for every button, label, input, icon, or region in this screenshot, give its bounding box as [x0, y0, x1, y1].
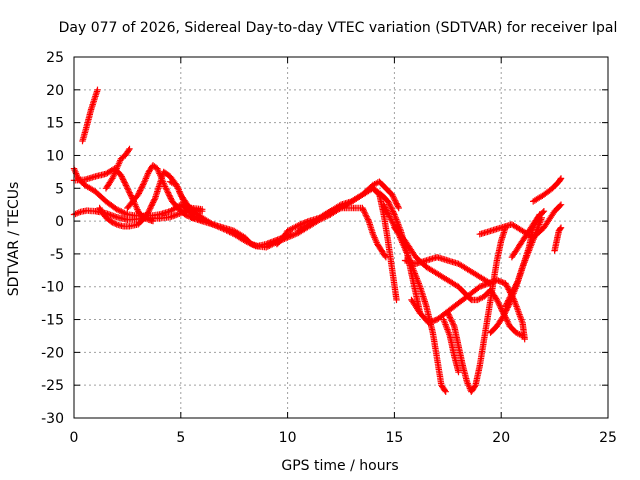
y-tick-label: 10 [46, 148, 64, 164]
chart-title: Day 077 of 2026, Sidereal Day-to-day VTE… [59, 20, 618, 36]
series-arc-19 [440, 316, 462, 376]
data-markers [530, 175, 565, 205]
x-tick-label: 20 [492, 430, 510, 446]
y-tick-label: -30 [41, 411, 64, 427]
y-tick-label: 0 [55, 214, 64, 230]
y-tick-label: 5 [55, 181, 64, 197]
axis-ticks: 0 5 10 15 20 25 -30 -25 -20 -15 -10 -5 0 5 10 15 20 25 [41, 50, 617, 446]
x-axis-label: GPS time / hours [281, 458, 398, 474]
y-tick-label: -15 [41, 313, 64, 329]
series-arc-16 [401, 254, 494, 287]
data-markers [444, 224, 509, 395]
plot-border [73, 56, 609, 419]
data-markers [408, 277, 528, 343]
series-arc-07 [124, 162, 197, 221]
y-tick-label: -10 [41, 280, 64, 296]
series-arc-23 [508, 208, 548, 261]
y-tick-label: -20 [41, 345, 64, 361]
y-tick-label: -5 [50, 247, 64, 263]
data-series [70, 86, 565, 395]
y-tick-label: -25 [41, 378, 64, 394]
data-markers [102, 145, 133, 192]
grid-lines [74, 57, 608, 418]
y-tick-label: 20 [46, 83, 64, 99]
data-markers [502, 214, 545, 310]
series-arc-24 [530, 175, 565, 205]
data-markers [508, 208, 548, 261]
data-markers [295, 204, 390, 261]
data-markers [124, 162, 197, 221]
data-markers [401, 254, 494, 287]
data-markers [551, 224, 565, 254]
data-markers [79, 86, 101, 145]
y-tick-label: 15 [46, 116, 64, 132]
y-axis-label: SDTVAR / TECUs [6, 182, 22, 297]
series-arc-05 [102, 145, 133, 192]
series-arc-25 [551, 224, 565, 254]
x-tick-label: 25 [599, 430, 617, 446]
x-tick-label: 10 [279, 430, 297, 446]
y-tick-label: 25 [46, 50, 64, 66]
series-arc-18 [444, 224, 509, 395]
x-tick-label: 5 [176, 430, 185, 446]
series-arc-22 [502, 214, 545, 310]
series-arc-17 [408, 277, 528, 343]
x-tick-label: 15 [385, 430, 403, 446]
data-markers [440, 316, 462, 376]
x-tick-label: 0 [70, 430, 79, 446]
series-arc-11 [295, 204, 390, 261]
series-arc-01 [79, 86, 101, 145]
